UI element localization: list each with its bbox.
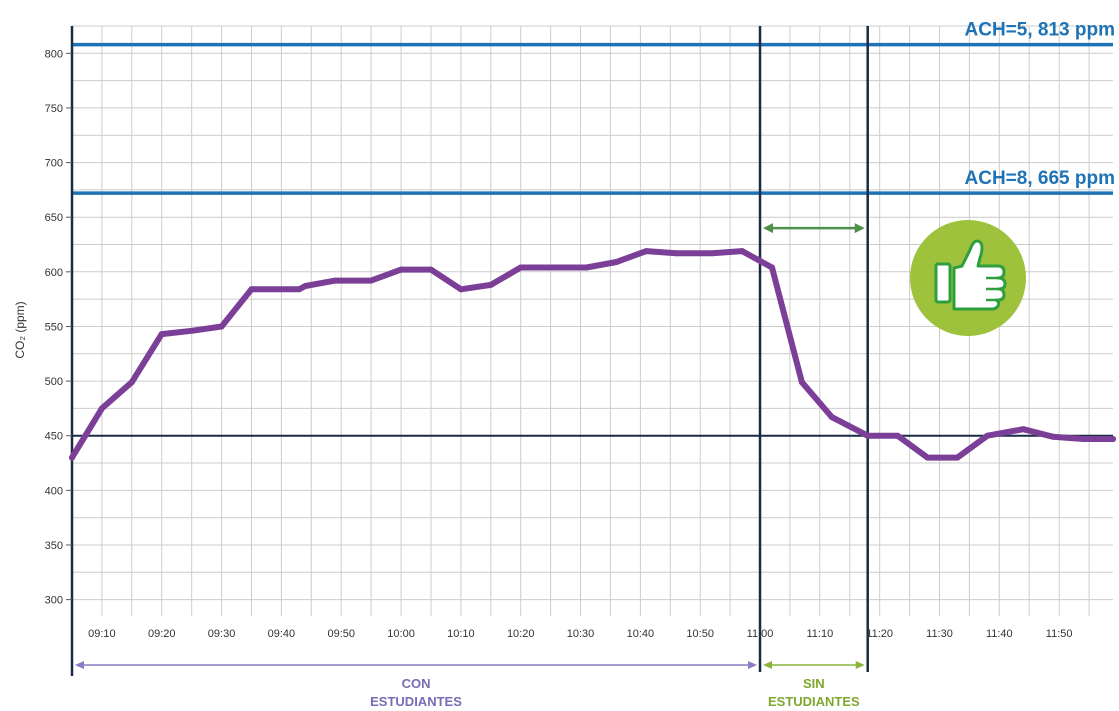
x-tick-label: 10:00	[387, 628, 415, 640]
y-tick-label: 300	[45, 595, 63, 607]
x-tick-label: 09:50	[327, 628, 355, 640]
data-point	[583, 264, 590, 271]
y-axis-ticks: 300 350 400 450 500 550 600 650 700 750 800	[45, 48, 72, 607]
data-point	[296, 286, 303, 293]
data-point	[1020, 426, 1027, 433]
x-tick-label: 10:40	[627, 628, 655, 640]
y-tick-label: 400	[45, 485, 63, 497]
interval-arrow	[763, 223, 865, 234]
data-point	[69, 454, 75, 461]
x-tick-label: 10:30	[567, 628, 595, 640]
data-point	[1050, 433, 1057, 440]
data-point	[1080, 436, 1087, 442]
y-axis-label: CO₂ (ppm)	[13, 301, 27, 358]
y-tick-label: 700	[45, 158, 63, 170]
data-point	[828, 414, 835, 421]
x-tick-label: 11:30	[926, 628, 953, 640]
series-layer	[69, 248, 1116, 461]
y-tick-label: 750	[45, 103, 63, 115]
y-tick-label: 650	[45, 212, 63, 224]
x-tick-label: 11:00	[747, 628, 774, 640]
data-point	[709, 250, 716, 257]
data-point	[984, 432, 991, 439]
phase-label-line1: CON	[402, 676, 431, 691]
data-point	[769, 264, 775, 271]
data-point	[158, 331, 165, 338]
y-tick-label: 500	[45, 376, 63, 388]
x-tick-label: 09:30	[208, 628, 236, 640]
y-tick-label: 800	[45, 48, 63, 60]
ach-label: ACH=8, 665 ppm	[965, 168, 1115, 189]
data-point	[248, 286, 255, 293]
data-point	[798, 379, 805, 386]
data-point	[924, 454, 931, 461]
data-point	[428, 266, 434, 273]
y-tick-label: 600	[45, 267, 63, 279]
phase-arrow	[763, 661, 865, 669]
data-point	[302, 283, 309, 289]
data-point	[128, 379, 135, 386]
x-tick-label: 10:50	[686, 628, 714, 640]
x-tick-label: 11:40	[986, 628, 1013, 640]
phase-arrow	[75, 661, 758, 669]
vertical-markers	[70, 26, 869, 676]
data-point	[218, 323, 225, 330]
x-tick-label: 10:20	[507, 628, 535, 640]
data-point	[613, 259, 620, 265]
data-point	[457, 286, 464, 293]
x-tick-label: 09:40	[268, 628, 296, 640]
ach-label: ACH=5, 813 ppm	[965, 20, 1115, 41]
x-axis-ticks: 09:10 09:20 09:30 09:40 09:50 10:00 10:10 10:20…	[88, 628, 1072, 640]
data-point	[368, 277, 375, 284]
x-tick-label: 11:10	[806, 628, 833, 640]
data-point	[98, 405, 105, 412]
data-point	[487, 281, 494, 288]
data-point	[547, 264, 554, 271]
phase-label-line2: ESTUDIANTES	[768, 694, 860, 709]
data-point	[739, 248, 746, 255]
phase-labels: CON ESTUDIANTES SIN ESTUDIANTES	[370, 676, 860, 709]
y-tick-label: 450	[45, 431, 63, 443]
data-point	[332, 277, 339, 284]
data-point	[517, 264, 524, 271]
x-tick-label: 09:10	[88, 628, 116, 640]
badge	[910, 220, 1026, 336]
x-tick-label: 10:10	[447, 628, 475, 640]
x-tick-label: 11:20	[866, 628, 893, 640]
data-point	[954, 454, 961, 461]
interval-arrows	[75, 223, 865, 669]
data-point	[864, 432, 871, 439]
x-tick-label: 09:20	[148, 628, 176, 640]
phase-label-line2: ESTUDIANTES	[370, 694, 462, 709]
reference-lines: ACH=5, 813 ppm ACH=8, 665 ppm	[72, 20, 1115, 437]
data-point	[188, 327, 195, 334]
x-tick-label: 11:50	[1046, 628, 1073, 640]
data-point	[673, 250, 680, 257]
y-tick-label: 550	[45, 321, 63, 333]
data-point	[398, 266, 405, 273]
y-tick-label: 350	[45, 540, 63, 552]
data-point	[894, 432, 901, 439]
data-point	[643, 248, 650, 255]
thumbs-up-icon	[934, 239, 1007, 311]
phase-label-line1: SIN	[803, 676, 825, 691]
data-point	[1110, 436, 1116, 442]
